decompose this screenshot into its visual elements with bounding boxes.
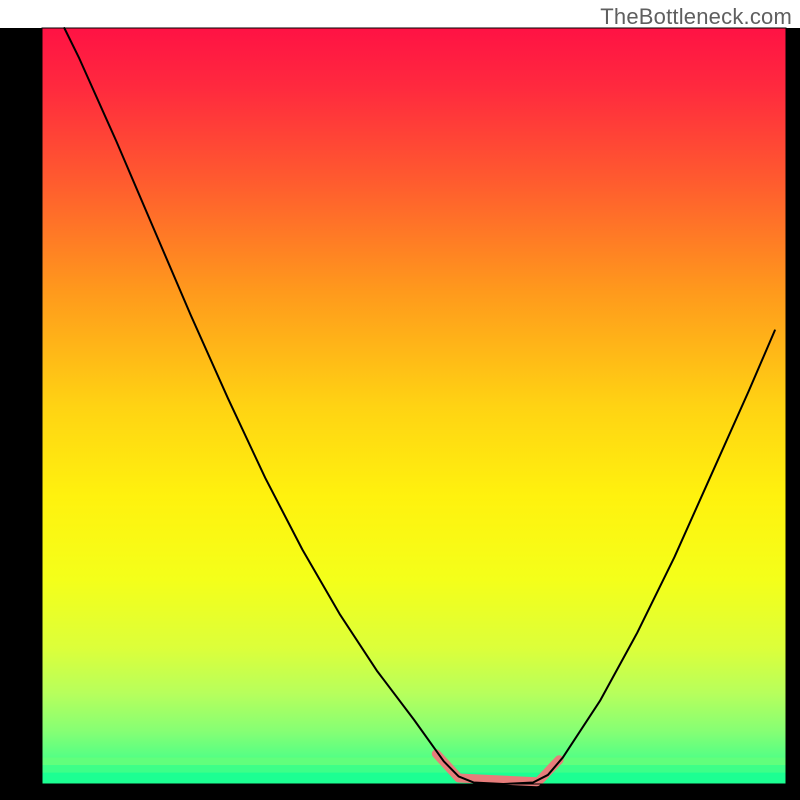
watermark-text: TheBottleneck.com xyxy=(600,4,792,30)
bottleneck-chart: TheBottleneck.com xyxy=(0,0,800,800)
chart-svg xyxy=(0,0,800,800)
